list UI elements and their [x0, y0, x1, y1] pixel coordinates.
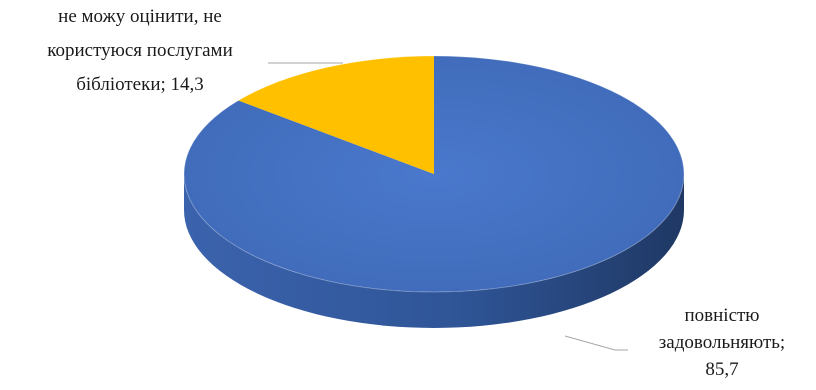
- slices-layer: [183, 55, 685, 328]
- pie-rim: [183, 55, 685, 293]
- slice-label-line: задовольняють;: [659, 332, 785, 353]
- slice-label-line: повністю: [684, 305, 759, 326]
- slice-label-line: не можу оцінити, не: [58, 6, 222, 27]
- leaders-layer: [268, 62, 628, 351]
- leader-line-slice-1: [564, 335, 628, 351]
- pie-slice: [184, 56, 684, 292]
- labels-layer: повністю задовольняють; 85,7 не можу оці…: [47, 6, 785, 380]
- slice-label-line: 85,7: [705, 359, 738, 380]
- pie-slice-side: [184, 174, 684, 328]
- pie-slice: [238, 55, 434, 174]
- slice-label-line: бібліотеки; 14,3: [76, 74, 204, 95]
- slice-label-line: користуюся послугами: [47, 40, 233, 61]
